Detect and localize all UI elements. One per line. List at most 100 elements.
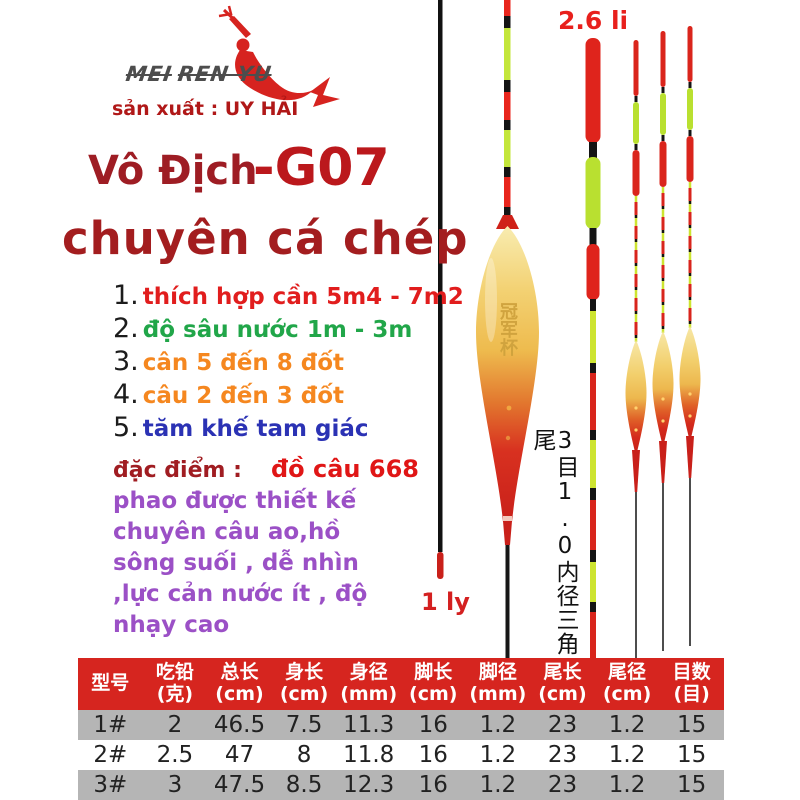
spec-list: 1. thích hợp cần 5m4 - 7m2 2. độ sâu nướ… [113, 280, 464, 445]
cell: 2 [142, 709, 208, 740]
cell: 11.8 [336, 739, 401, 770]
cell: 47 [207, 739, 272, 770]
cell: 2.5 [142, 739, 208, 770]
cell: 23 [530, 769, 595, 800]
cell: 47.5 [207, 769, 272, 800]
header-name: 目数 [672, 661, 711, 683]
spec-number: 2. [113, 313, 139, 344]
cell: 1.2 [594, 769, 660, 800]
cell: 8 [271, 739, 337, 770]
header-name: 总长 [220, 661, 259, 683]
features-description: phao được thiết kế chuyên câu ao,hồ sông… [113, 488, 368, 638]
col-body-diameter: 身径 (mm) [336, 658, 401, 710]
header-name: 身长 [285, 661, 324, 683]
spec-item-4: 4. câu 2 đến 3 đốt [113, 379, 464, 412]
cell: 16 [400, 739, 466, 770]
header-name: 脚长 [414, 661, 453, 683]
cell: 8.5 [271, 769, 337, 800]
spec-number: 1. [113, 280, 139, 311]
cell: 1.2 [594, 709, 660, 740]
table-row: 1# 2 46.5 7.5 11.3 16 1.2 23 1.2 15 [78, 709, 724, 740]
spec-item-5: 5. tăm khế tam giác [113, 412, 464, 445]
col-model: 型号 [78, 658, 143, 710]
cell: 16 [400, 769, 466, 800]
small-float-graphic-3 [679, 26, 701, 646]
tail-spec-vertical-label: 3目1.0内径三角尾 [529, 428, 578, 656]
header-unit: (目) [673, 682, 710, 705]
col-tail-length: 尾长 (cm) [530, 658, 595, 710]
cell: 12.3 [336, 769, 401, 800]
col-tail-diameter: 尾径 (cm) [594, 658, 660, 710]
small-float-graphic-2 [652, 31, 674, 651]
header-unit: (cm) [409, 682, 458, 705]
header-name: 型号 [91, 671, 130, 694]
col-leg-diameter: 脚径 (mm) [465, 658, 531, 710]
leg-diameter-label: 1 ly [421, 588, 470, 616]
cell: 1.2 [465, 709, 531, 740]
cell: 3# [78, 769, 143, 800]
col-mesh-count: 目数 (目) [659, 658, 724, 710]
header-name: 尾径 [608, 661, 647, 683]
header-name: 吃铅 [155, 661, 194, 683]
header-unit: (克) [156, 682, 194, 705]
cell: 46.5 [207, 709, 272, 740]
header-unit: (mm) [469, 682, 527, 705]
spec-table-header-row: 型号 吃铅 (克) 总长 (cm) 身长 (cm) 身径 (mm) 脚长 (cm) 脚径(… [78, 658, 724, 710]
cell: 23 [530, 709, 595, 740]
features-label: đặc điểm : [113, 458, 242, 483]
cell: 1.2 [465, 739, 531, 770]
spec-table: 型号 吃铅 (克) 总长 (cm) 身长 (cm) 身径 (mm) 脚长 (cm) 脚径(… [78, 658, 724, 800]
header-name: 脚径 [478, 661, 517, 683]
header-unit: (cm) [602, 682, 652, 705]
header-unit: (cm) [279, 682, 329, 705]
logo-brand-left: MEI [124, 62, 174, 86]
cell: 7.5 [271, 709, 337, 740]
cell: 1# [78, 709, 143, 740]
cell: 1.2 [594, 739, 660, 770]
cell: 15 [659, 739, 724, 770]
product-model-title: Vô Địch [88, 148, 258, 194]
col-lead-weight: 吃铅 (克) [142, 658, 208, 710]
spec-number: 5. [113, 412, 139, 443]
col-body-length: 身长 (cm) [271, 658, 337, 710]
spec-text: câu 2 đến 3 đốt [142, 383, 345, 409]
product-subtitle: chuyên cá chép [62, 212, 469, 265]
col-total-length: 总长 (cm) [207, 658, 272, 710]
cell: 2# [78, 739, 143, 770]
magnified-tail-graphic [585, 38, 601, 658]
spec-item-2: 2. độ sâu nước 1m - 3m [113, 313, 464, 346]
table-row: 3# 3 47.5 8.5 12.3 16 1.2 23 1.2 15 [78, 769, 724, 800]
cell: 16 [400, 709, 466, 740]
small-float-graphic-1 [625, 40, 647, 660]
header-unit: (mm) [340, 682, 398, 705]
header-name: 尾长 [543, 661, 582, 683]
float-body-calligraphy: 冠军杯 [497, 302, 518, 356]
spec-text: độ sâu nước 1m - 3m [142, 317, 413, 343]
spec-number: 4. [113, 379, 139, 410]
product-code-title: -G07 [253, 138, 390, 198]
features-highlight: đồ câu 668 [270, 455, 419, 483]
col-leg-length: 脚长 (cm) [400, 658, 466, 710]
header-unit: (cm) [215, 682, 264, 705]
main-float-graphic [476, 0, 539, 658]
producer-label: sản xuất : UY HẢI [112, 98, 299, 120]
table-row: 2# 2.5 47 8 11.8 16 1.2 23 1.2 15 [78, 739, 724, 770]
cell: 23 [530, 739, 595, 770]
leg-diameter-line [437, 0, 444, 579]
spec-number: 3. [113, 346, 139, 377]
tail-diameter-label: 2.6 li [558, 6, 629, 35]
spec-text: tăm khế tam giác [142, 416, 369, 442]
spec-text: thích hợp cần 5m4 - 7m2 [142, 284, 464, 310]
spec-text: cân 5 đến 8 đốt [142, 350, 345, 376]
logo-brand-right: REN YU [176, 62, 274, 86]
cell: 3 [142, 769, 208, 800]
header-unit: (cm) [538, 682, 587, 705]
cell: 1.2 [465, 769, 531, 800]
cell: 15 [659, 709, 724, 740]
spec-item-3: 3. cân 5 đến 8 đốt [113, 346, 464, 379]
features-header: đặc điểm : đồ câu 668 [113, 455, 419, 483]
cell: 15 [659, 769, 724, 800]
cell: 11.3 [336, 709, 401, 740]
header-name: 身径 [349, 661, 388, 683]
